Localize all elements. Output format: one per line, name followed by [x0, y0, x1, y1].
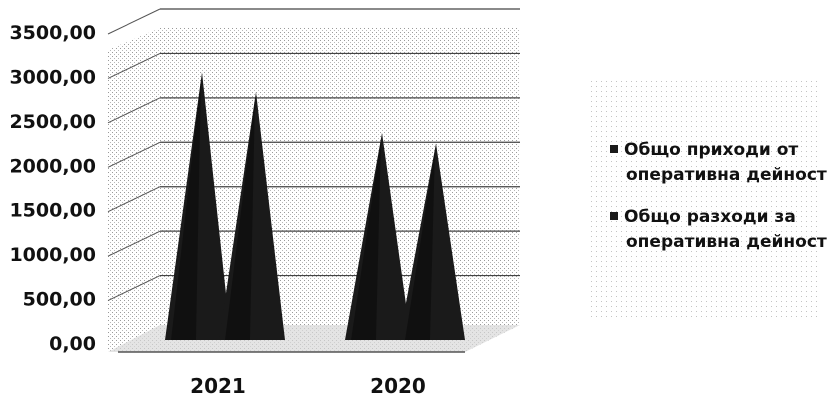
- y-tick-label: 2500,00: [9, 111, 96, 133]
- y-tick-label: 3500,00: [9, 22, 96, 44]
- gridline-diagonal: [107, 141, 161, 168]
- gridline-diagonal: [107, 97, 161, 124]
- gridline-diagonal: [107, 8, 161, 35]
- y-tick-label: 1500,00: [9, 200, 96, 222]
- bar-cone: [345, 132, 411, 340]
- legend-background: [590, 80, 820, 320]
- y-tick-label: 2000,00: [9, 155, 96, 177]
- legend-marker: [610, 212, 618, 220]
- bar-cone-shade: [225, 97, 255, 341]
- bar-cone: [219, 91, 285, 341]
- bar-cone-shade: [405, 149, 435, 340]
- y-axis-tick-labels: 0,00 500,00 1000,00 1500,00 2000,00 2500,00 30…: [9, 22, 96, 355]
- x-category-label: 2021: [190, 374, 246, 398]
- bar-cone-shade: [171, 78, 201, 340]
- y-tick-label: 500,00: [23, 289, 96, 311]
- legend-entry-text: Общо приходи от: [624, 140, 798, 160]
- gridline-diagonal: [107, 275, 161, 302]
- x-category-label: 2020: [370, 374, 426, 398]
- legend-marker: [610, 145, 618, 153]
- legend-entry-text: Общо разходи за: [624, 207, 796, 227]
- gridline-diagonal: [107, 186, 161, 213]
- bar-cone: [399, 143, 465, 340]
- legend-entry-text: оперативна дейност: [626, 165, 827, 185]
- y-tick-label: 0,00: [49, 333, 96, 355]
- bar-cone: [165, 72, 231, 340]
- legend-entry-text: оперативна дейност: [626, 232, 827, 252]
- legend: Общо приходи от оперативна дейност Общо ра…: [610, 140, 827, 252]
- y-tick-label: 3000,00: [9, 66, 96, 88]
- bars: [165, 72, 465, 341]
- bar-cone-shade: [351, 138, 381, 340]
- y-tick-label: 1000,00: [9, 244, 96, 266]
- gridline-diagonal: [107, 230, 161, 257]
- x-axis-category-labels: 2021 2020: [190, 374, 426, 398]
- gridline-diagonal: [107, 52, 161, 79]
